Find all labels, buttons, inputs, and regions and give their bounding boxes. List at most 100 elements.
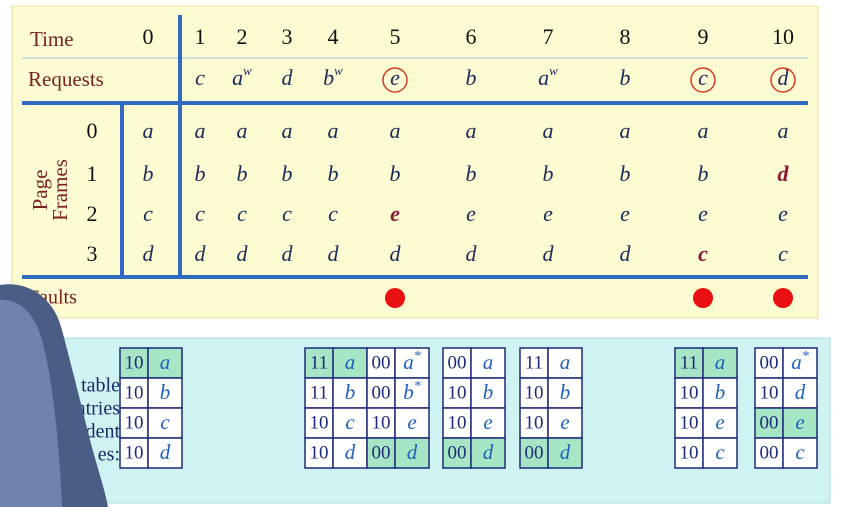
page: d: [160, 440, 171, 464]
request: aw: [538, 63, 558, 90]
frame-cell: b: [620, 161, 631, 186]
frame-cell: b: [282, 161, 293, 186]
bits: 00: [448, 442, 467, 463]
bits: 00: [372, 382, 391, 403]
page-cell: [782, 437, 818, 469]
frame-cell: a: [466, 118, 477, 143]
frames-label: PageFrames: [28, 159, 72, 221]
page-name: d: [407, 440, 418, 464]
frame-cell: b: [195, 161, 206, 186]
page-name: b: [715, 380, 726, 404]
page: d: [345, 440, 356, 464]
request-circle: [690, 67, 716, 93]
bits-cell: [754, 437, 784, 469]
page-cell: [547, 437, 583, 469]
write-mark: w: [243, 63, 252, 78]
fault-dot: [693, 288, 713, 308]
bits-cell: [754, 347, 784, 379]
frame-id: 0: [87, 118, 98, 143]
bits: 10: [125, 352, 144, 373]
page: a: [160, 350, 171, 374]
page-name: e: [560, 410, 569, 434]
page: e: [407, 410, 416, 434]
frame-cell: a: [282, 118, 293, 143]
page-cell: [547, 377, 583, 409]
bits-cell: [119, 437, 149, 469]
page-cell: [470, 407, 506, 439]
page-name: d: [160, 440, 171, 464]
page-cell: [147, 437, 183, 469]
request-page: b: [620, 65, 631, 90]
bits: 11: [310, 352, 328, 373]
frame-cell: a: [543, 118, 554, 143]
page-cell: [394, 437, 430, 469]
request-page: c: [195, 65, 205, 90]
bits: 00: [760, 412, 779, 433]
frame-cell: b: [328, 161, 339, 186]
bits: 00: [448, 352, 467, 373]
frame-cell: d: [237, 241, 249, 266]
page-name: a: [715, 350, 726, 374]
page: e: [560, 410, 569, 434]
frame-cell: d: [543, 241, 555, 266]
page-name: b: [160, 380, 171, 404]
page: a: [483, 350, 494, 374]
page-name: a: [791, 350, 802, 374]
page: d: [407, 440, 418, 464]
page-cell: [394, 377, 430, 409]
write-mark: w: [549, 63, 558, 78]
page: e: [715, 410, 724, 434]
page-name: a: [483, 350, 494, 374]
request: c: [698, 65, 708, 90]
request-page: a: [538, 65, 549, 90]
page: d: [795, 380, 806, 404]
page: e: [483, 410, 492, 434]
page-name: b: [403, 380, 414, 404]
frame-cell: b: [543, 161, 554, 186]
page-name: b: [560, 380, 571, 404]
bits-cell: [442, 407, 472, 439]
frame-cell: b: [390, 161, 401, 186]
request: b: [466, 65, 477, 90]
bits: 10: [760, 382, 779, 403]
page: b: [560, 380, 571, 404]
bits-cell: [674, 437, 704, 469]
time: 10: [772, 24, 794, 49]
bits-cell: [119, 347, 149, 379]
frame-cell: b: [698, 161, 709, 186]
page-cell: [147, 377, 183, 409]
page-name: c: [160, 410, 170, 434]
frame-cell: a: [698, 118, 709, 143]
requests-label: Requests: [28, 67, 104, 91]
page: a*: [791, 349, 809, 374]
page-name: a: [560, 350, 571, 374]
request-page: d: [282, 65, 294, 90]
request: d: [778, 65, 790, 90]
frame-cell: e: [698, 201, 708, 226]
frame-cell: d: [143, 241, 155, 266]
frame-cell: e: [620, 201, 630, 226]
page-cell: [782, 347, 818, 379]
page-name: e: [407, 410, 416, 434]
page: c: [160, 410, 170, 434]
page-cell: [394, 407, 430, 439]
dirty-mark: *: [414, 379, 421, 394]
bits: 10: [680, 412, 699, 433]
time: 9: [698, 24, 709, 49]
bits: 10: [125, 442, 144, 463]
bits-cell: [304, 347, 334, 379]
bits: 00: [760, 352, 779, 373]
bits-cell: [442, 437, 472, 469]
frame-cell: c: [282, 201, 292, 226]
bits: 11: [525, 352, 543, 373]
request: e: [390, 65, 400, 90]
frame-cell: d: [466, 241, 478, 266]
page: d: [483, 440, 494, 464]
request-page: d: [778, 65, 790, 90]
page: b*: [403, 379, 421, 404]
time: 7: [543, 24, 554, 49]
page-table-label: es:: [98, 444, 120, 466]
time: 6: [466, 24, 477, 49]
